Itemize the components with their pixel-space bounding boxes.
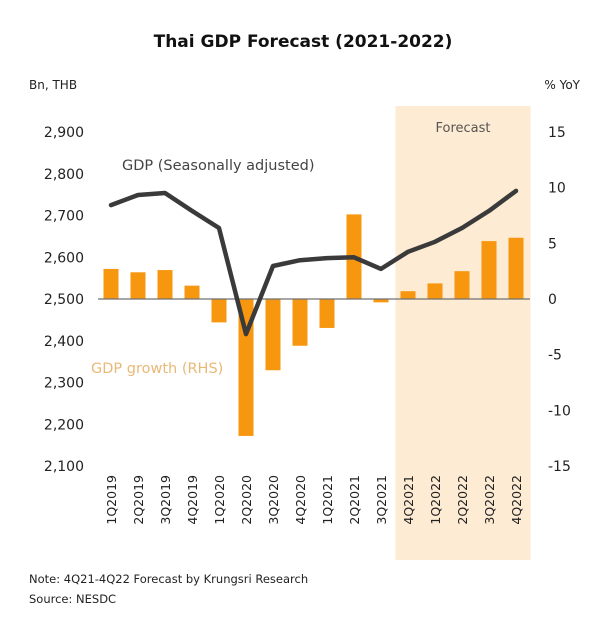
growth-bar-1Q2022 [427, 283, 443, 299]
left-tick-label: 2,300 [44, 376, 84, 392]
x-tick-label: 2Q2022 [455, 475, 470, 525]
x-tick-label: 3Q2019 [158, 475, 173, 525]
right-tick-label: 10 [548, 181, 566, 197]
left-tick-label: 2,700 [44, 209, 84, 225]
chart-title: Thai GDP Forecast (2021-2022) [154, 32, 453, 52]
forecast-region [395, 106, 531, 560]
growth-bar-1Q2019 [103, 268, 119, 299]
line-series-label: GDP (Seasonally adjusted) [122, 158, 315, 174]
left-tick-label: 2,100 [44, 459, 84, 475]
x-tick-label: 1Q2020 [212, 475, 227, 525]
left-tick-label: 2,900 [44, 125, 84, 141]
left-tick-label: 2,500 [44, 292, 84, 308]
right-tick-label: 15 [548, 125, 566, 141]
growth-bar-1Q2020 [211, 299, 227, 323]
x-tick-label: 4Q2019 [185, 475, 200, 525]
left-tick-label: 2,200 [44, 417, 84, 433]
x-tick-label: 3Q2022 [482, 475, 497, 525]
forecast-label: Forecast [435, 121, 490, 136]
x-tick-label: 1Q2021 [320, 475, 335, 525]
bar-series-label: GDP growth (RHS) [91, 361, 223, 377]
x-tick-label: 4Q2022 [509, 475, 524, 525]
growth-bar-2Q2019 [130, 272, 146, 299]
right-tick-label: 0 [548, 292, 557, 308]
left-tick-label: 2,800 [44, 167, 84, 183]
x-tick-label: 4Q2020 [293, 475, 308, 525]
left-tick-label: 2,400 [44, 334, 84, 350]
x-tick-label: 1Q2019 [104, 475, 119, 525]
left-axis-label: Bn, THB [29, 78, 77, 92]
growth-bar-1Q2021 [319, 299, 335, 328]
gdp-line [108, 188, 519, 337]
growth-bar-3Q2021 [373, 299, 389, 303]
x-tick-label: 3Q2020 [266, 475, 281, 525]
x-tick-label: 2Q2021 [347, 475, 362, 525]
left-axis-ticks: 2,900 2,800 2,700 2,600 2,500 2,400 2,300 2,200… [44, 125, 84, 475]
right-axis-ticks: 15 10 5 0 -5 -10 -15 [548, 125, 571, 475]
x-tick-label: 3Q2021 [374, 475, 389, 525]
right-tick-label: 5 [548, 236, 557, 252]
right-tick-label: -15 [548, 459, 571, 475]
growth-bar-4Q2019 [184, 285, 200, 299]
growth-bar-3Q2020 [265, 299, 281, 371]
left-tick-label: 2,600 [44, 250, 84, 266]
right-tick-label: -5 [548, 348, 562, 364]
growth-bar-4Q2021 [400, 291, 416, 299]
line-points [110, 190, 517, 335]
x-tick-label: 2Q2019 [131, 475, 146, 525]
growth-bar-4Q2022 [508, 237, 524, 299]
growth-bar-4Q2020 [292, 299, 308, 346]
growth-bar-3Q2019 [157, 270, 173, 299]
growth-bar-2Q2020 [238, 299, 254, 436]
right-axis-label: % YoY [544, 78, 580, 92]
source-note: Source: NESDC [29, 592, 116, 606]
x-axis-ticks: 1Q2019 2Q2019 3Q2019 4Q2019 1Q2020 2Q2020 3Q20… [104, 475, 524, 525]
growth-bar-2Q2022 [454, 271, 470, 299]
right-tick-label: -10 [548, 403, 571, 419]
x-tick-label: 1Q2022 [428, 475, 443, 525]
growth-bar-3Q2022 [481, 241, 497, 299]
x-tick-label: 4Q2021 [401, 475, 416, 525]
x-tick-label: 2Q2020 [239, 475, 254, 525]
footnote: Note: 4Q21-4Q22 Forecast by Krungsri Res… [29, 572, 308, 586]
